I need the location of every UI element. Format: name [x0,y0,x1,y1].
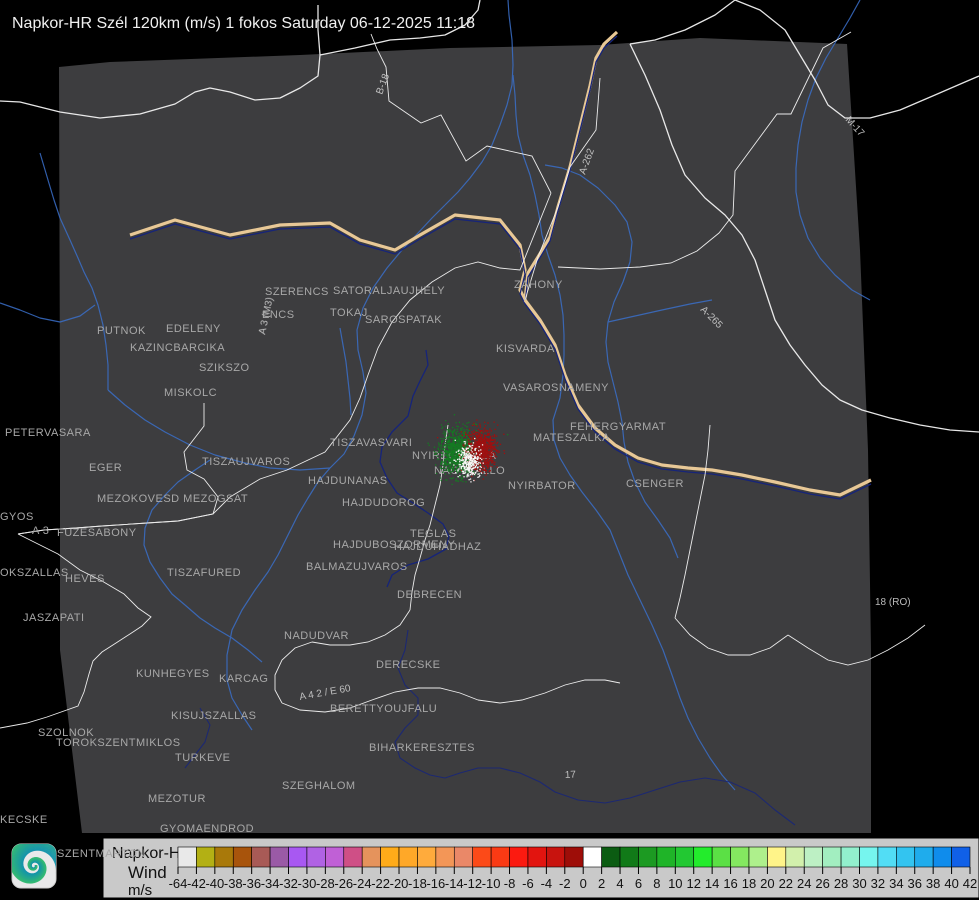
svg-text:HAJDUDOROG: HAJDUDOROG [342,497,425,509]
svg-text:TOROKSZENTMIKLOS: TOROKSZENTMIKLOS [56,737,181,749]
svg-text:26: 26 [815,876,829,891]
svg-text:-32: -32 [279,876,298,891]
svg-text:MEZOTUR: MEZOTUR [148,793,206,805]
svg-text:-14: -14 [445,876,464,891]
svg-text:8: 8 [653,876,660,891]
svg-text:-42: -42 [187,876,206,891]
svg-text:12: 12 [686,876,700,891]
svg-text:BALMAZUJVAROS: BALMAZUJVAROS [306,561,408,573]
svg-text:NYIRBATOR: NYIRBATOR [508,480,576,492]
svg-text:-38: -38 [224,876,243,891]
svg-text:-2: -2 [559,876,571,891]
svg-text:-26: -26 [334,876,353,891]
svg-text:42: 42 [963,876,977,891]
svg-text:BERETTYOUJFALU: BERETTYOUJFALU [330,703,437,715]
svg-text:-16: -16 [426,876,445,891]
svg-text:-22: -22 [371,876,390,891]
svg-text:-4: -4 [541,876,553,891]
svg-text:40: 40 [944,876,958,891]
svg-text:-6: -6 [522,876,534,891]
svg-text:SZERENCS: SZERENCS [265,286,329,298]
svg-text:17: 17 [565,769,577,781]
svg-text:MISKOLC: MISKOLC [164,387,217,399]
svg-text:-8: -8 [504,876,516,891]
svg-text:KUNHEGYES: KUNHEGYES [136,668,210,680]
svg-text:EGER: EGER [89,462,122,474]
svg-text:18: 18 [742,876,756,891]
svg-text:CSENGER: CSENGER [626,478,684,490]
svg-text:-34: -34 [261,876,280,891]
svg-text:HAJDUHADHAZ: HAJDUHADHAZ [394,541,481,553]
svg-text:VASAROSNAMENY: VASAROSNAMENY [503,382,609,394]
svg-text:4: 4 [616,876,623,891]
svg-text:TURKEVE: TURKEVE [175,752,230,764]
svg-text:-28: -28 [316,876,335,891]
svg-text:TISZAFURED: TISZAFURED [167,567,241,579]
svg-text:SZENTMARTON: SZENTMARTON [57,848,146,860]
svg-text:BIHARKERESZTES: BIHARKERESZTES [369,742,475,754]
svg-text:18 (RO): 18 (RO) [875,597,911,608]
svg-text:GYOS: GYOS [0,511,34,523]
svg-text:-24: -24 [353,876,372,891]
svg-text:20: 20 [760,876,774,891]
svg-text:EDELENY: EDELENY [166,323,221,335]
svg-text:ZAKECSKE: ZAKECSKE [0,814,48,826]
svg-text:16: 16 [723,876,737,891]
svg-text:KARCAG: KARCAG [219,673,268,685]
svg-text:Wind: Wind [128,863,167,882]
svg-text:-36: -36 [242,876,261,891]
svg-text:HEVES: HEVES [65,573,105,585]
svg-text:-18: -18 [408,876,427,891]
svg-text:-40: -40 [205,876,224,891]
svg-text:32: 32 [871,876,885,891]
svg-text:-64: -64 [169,876,188,891]
svg-text:KISUJSZALLAS: KISUJSZALLAS [171,710,256,722]
svg-text:HAJDUNANAS: HAJDUNANAS [308,475,388,487]
svg-text:KISVARDA: KISVARDA [496,343,555,355]
svg-text:36: 36 [908,876,922,891]
svg-text:38: 38 [926,876,940,891]
svg-text:TISZAVASVARI: TISZAVASVARI [330,437,412,449]
svg-text:JASZAPATI: JASZAPATI [23,612,85,624]
svg-text:28: 28 [834,876,848,891]
svg-text:A 3: A 3 [32,525,49,537]
svg-text:MEZOKOVESD MEZOGSAT: MEZOKOVESD MEZOGSAT [97,493,248,505]
svg-text:34: 34 [889,876,903,891]
svg-text:22: 22 [779,876,793,891]
svg-text:-30: -30 [298,876,317,891]
svg-text:NADUDVAR: NADUDVAR [284,630,349,642]
svg-text:KAZINCBARCIKA: KAZINCBARCIKA [130,342,225,354]
svg-text:PUTNOK: PUTNOK [97,325,146,337]
svg-text:OKSZALLAS: OKSZALLAS [0,567,69,579]
svg-text:DERECSKE: DERECSKE [376,659,441,671]
svg-text:ENCS: ENCS [262,309,295,321]
svg-text:14: 14 [705,876,719,891]
svg-text:-10: -10 [482,876,501,891]
svg-text:PETERVASARA: PETERVASARA [5,427,91,439]
svg-text:SAROSPATAK: SAROSPATAK [365,314,442,326]
svg-text:30: 30 [852,876,866,891]
svg-text:MATESZALKA: MATESZALKA [533,432,610,444]
svg-text:2: 2 [598,876,605,891]
svg-text:TOKAJ: TOKAJ [330,307,368,319]
svg-text:24: 24 [797,876,811,891]
svg-text:FUZESABONY: FUZESABONY [57,527,137,539]
svg-text:0: 0 [580,876,587,891]
svg-text:-12: -12 [463,876,482,891]
svg-text:ZAHONY: ZAHONY [514,279,563,291]
svg-text:Napkor-HR Szél 120km (m/s) 1 f: Napkor-HR Szél 120km (m/s) 1 fokos Satur… [12,15,475,32]
svg-text:DEBRECEN: DEBRECEN [397,589,462,601]
svg-text:10: 10 [668,876,682,891]
svg-text:SATORALJAUJHELY: SATORALJAUJHELY [333,285,445,297]
svg-text:GYOMAENDROD: GYOMAENDROD [160,823,254,835]
svg-text:m/s: m/s [128,882,152,899]
svg-text:SZEGHALOM: SZEGHALOM [282,780,356,792]
svg-text:-20: -20 [390,876,409,891]
svg-text:TISZAUJVAROS: TISZAUJVAROS [202,456,290,468]
svg-text:6: 6 [635,876,642,891]
svg-text:SZIKSZO: SZIKSZO [199,362,250,374]
